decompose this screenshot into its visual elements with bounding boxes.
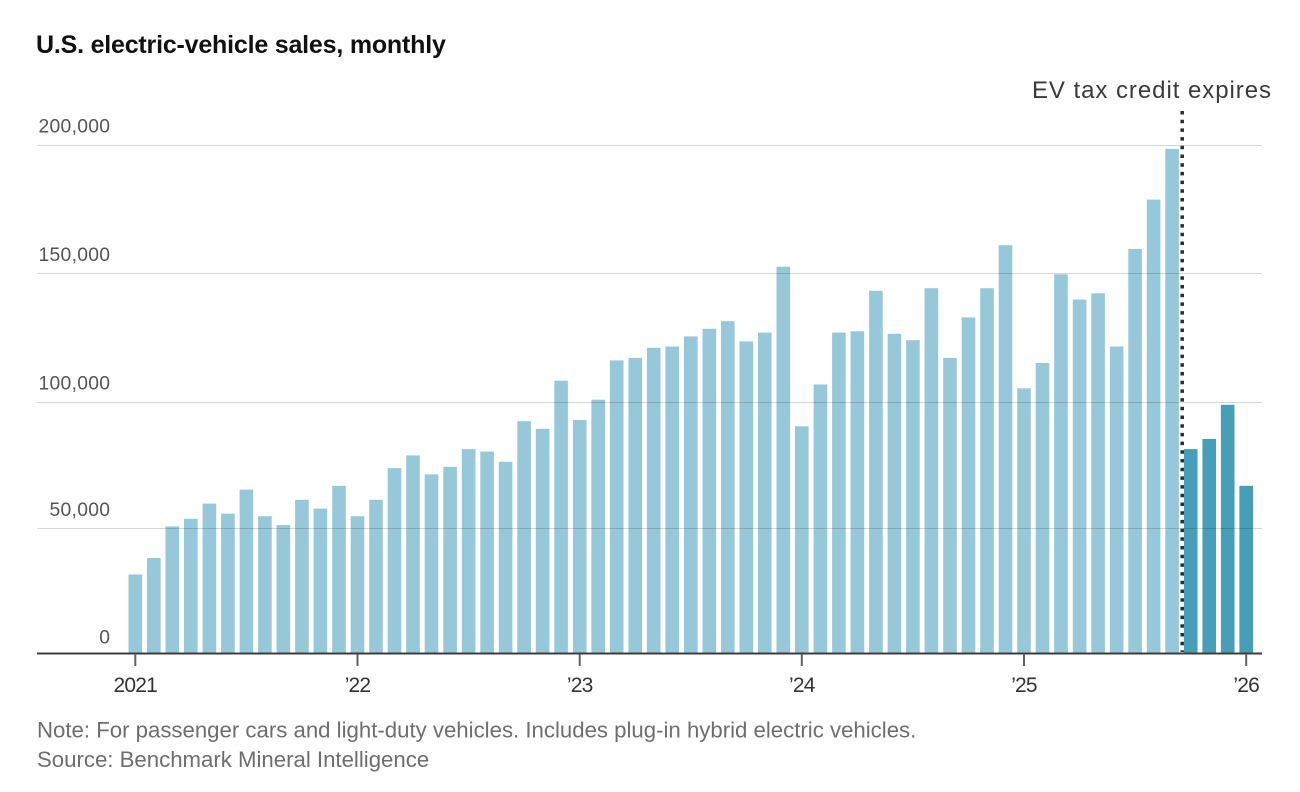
svg-text:2021: 2021 [114,674,158,697]
svg-text:’25: ’25 [1011,674,1037,697]
svg-text:Note: For passenger cars and l: Note: For passenger cars and light-duty … [37,718,916,743]
svg-text:’26: ’26 [1233,674,1259,697]
svg-text:’22: ’22 [345,674,371,697]
svg-text:U.S. electric-vehicle sales, m: U.S. electric-vehicle sales, monthly [36,31,446,59]
svg-text:100,000: 100,000 [39,373,111,394]
svg-text:200,000: 200,000 [39,116,111,137]
svg-text:’23: ’23 [567,674,593,697]
svg-text:Source: Benchmark Mineral Inte: Source: Benchmark Mineral Intelligence [37,747,429,772]
svg-text:0: 0 [99,628,110,649]
svg-text:’24: ’24 [789,674,816,697]
svg-text:150,000: 150,000 [39,245,111,266]
svg-text:50,000: 50,000 [50,500,111,521]
svg-text:EV tax credit expires: EV tax credit expires [1032,77,1272,104]
